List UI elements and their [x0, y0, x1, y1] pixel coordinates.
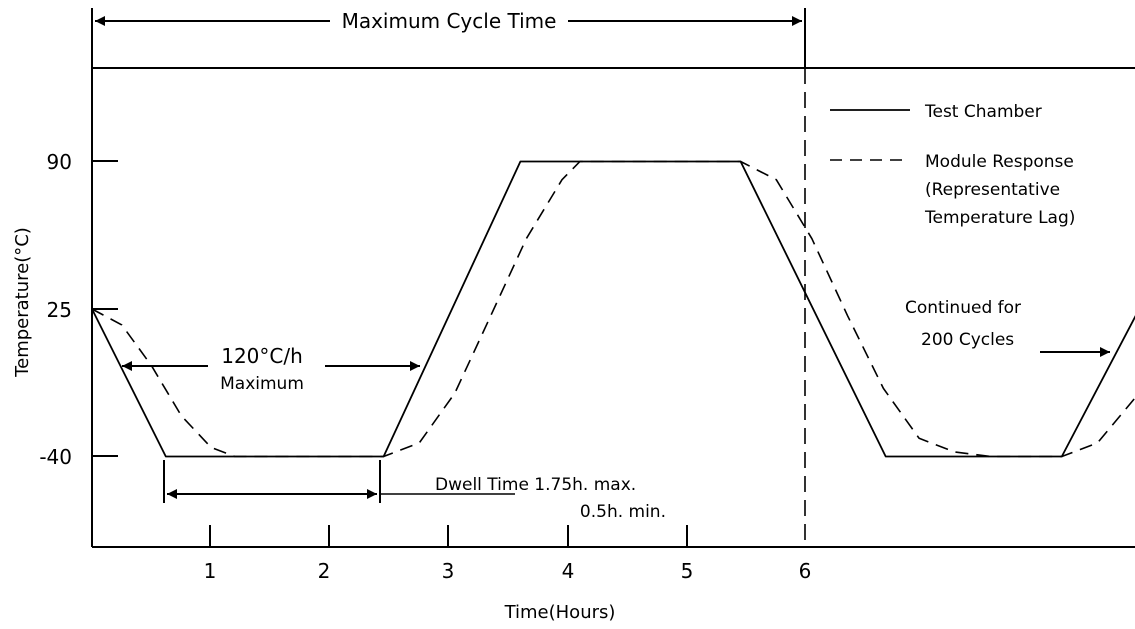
ramp-rate-annotation: 120°C/h Maximum [122, 344, 420, 394]
dwell-time-label: Dwell Time 1.75h. max. [435, 475, 636, 495]
x-tick-label-6: 6 [799, 559, 812, 583]
series-module-response-line [91, 160, 1135, 458]
ramp-rate-label: 120°C/h [221, 344, 303, 368]
max-cycle-time-label: Maximum Cycle Time [342, 9, 557, 33]
max-cycle-time-annotation: Maximum Cycle Time [91, 8, 806, 68]
dwell-min-label: 0.5h. min. [580, 502, 666, 522]
legend-dashed-label-line1: Module Response [925, 152, 1074, 172]
series-layer [91, 160, 1135, 458]
ramp-rate-sublabel: Maximum [220, 374, 304, 394]
x-ticks: 1 2 3 4 5 6 [204, 525, 812, 583]
y-ticks: 90 25 -40 [39, 150, 118, 469]
continued-label-line2: 200 Cycles [921, 330, 1014, 350]
x-tick-label-5: 5 [681, 559, 694, 583]
x-tick-label-4: 4 [562, 559, 575, 583]
x-tick-label-3: 3 [442, 559, 455, 583]
continued-label-line1: Continued for [905, 298, 1021, 318]
legend-dashed-label-line3: Temperature Lag) [924, 208, 1075, 228]
legend-dashed-label-line2: (Representative [925, 180, 1060, 200]
x-axis-title: Time(Hours) [504, 602, 616, 623]
y-tick-label-90: 90 [47, 150, 72, 174]
series-test-chamber-line [91, 160, 1135, 458]
x-tick-label-1: 1 [204, 559, 217, 583]
dwell-time-annotation: Dwell Time 1.75h. max. 0.5h. min. [163, 460, 666, 522]
legend: Test Chamber Module Response (Representa… [830, 102, 1075, 228]
y-tick-label-25: 25 [47, 298, 72, 322]
legend-solid-label: Test Chamber [924, 102, 1042, 122]
x-tick-label-2: 2 [318, 559, 331, 583]
y-tick-label-minus40: -40 [39, 445, 72, 469]
continued-annotation: Continued for 200 Cycles [905, 298, 1110, 357]
y-axis-title: Temperature(°C) [12, 227, 33, 378]
